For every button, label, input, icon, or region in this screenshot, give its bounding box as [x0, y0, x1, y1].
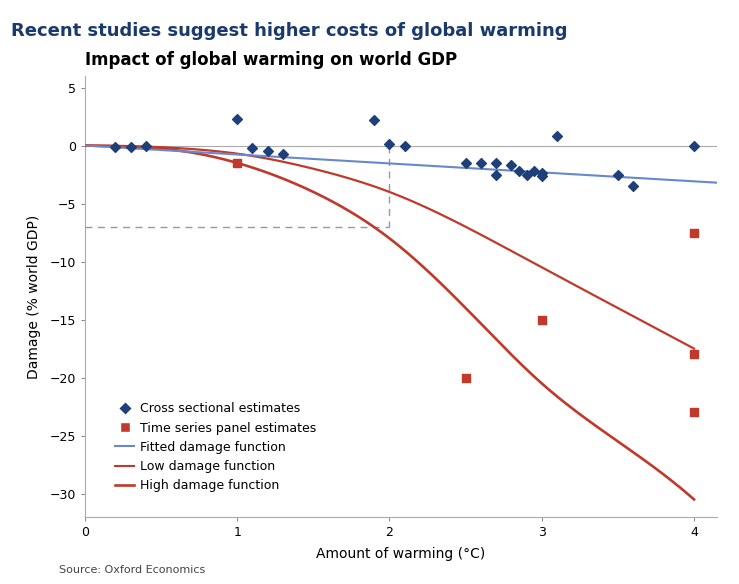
Point — [125, 142, 137, 151]
Point — [520, 170, 532, 179]
Point — [505, 161, 517, 170]
Point — [460, 373, 471, 383]
Point — [688, 408, 700, 417]
Point — [688, 350, 700, 359]
Point — [231, 114, 243, 124]
Point — [368, 116, 380, 125]
Point — [140, 141, 151, 150]
Point — [536, 169, 548, 178]
Point — [490, 170, 502, 179]
Point — [109, 142, 121, 151]
Point — [688, 141, 700, 150]
Point — [277, 149, 289, 158]
Y-axis label: Damage (% world GDP): Damage (% world GDP) — [27, 214, 41, 378]
Point — [536, 171, 548, 180]
Point — [399, 141, 411, 150]
Text: Recent studies suggest higher costs of global warming: Recent studies suggest higher costs of g… — [11, 22, 568, 40]
Point — [551, 131, 563, 141]
Point — [612, 170, 624, 179]
Text: Source: Oxford Economics: Source: Oxford Economics — [59, 565, 205, 575]
Point — [528, 166, 540, 176]
Point — [460, 158, 471, 168]
Point — [490, 158, 502, 168]
Point — [247, 143, 259, 152]
Text: Impact of global warming on world GDP: Impact of global warming on world GDP — [85, 51, 457, 69]
Point — [384, 140, 395, 149]
Point — [536, 315, 548, 324]
Point — [262, 147, 273, 156]
Point — [688, 228, 700, 237]
Point — [231, 158, 243, 168]
Point — [513, 166, 525, 176]
Legend: Cross sectional estimates, Time series panel estimates, Fitted damage function, : Cross sectional estimates, Time series p… — [110, 397, 321, 498]
Point — [475, 158, 487, 168]
X-axis label: Amount of warming (°C): Amount of warming (°C) — [316, 547, 486, 561]
Point — [627, 182, 639, 191]
